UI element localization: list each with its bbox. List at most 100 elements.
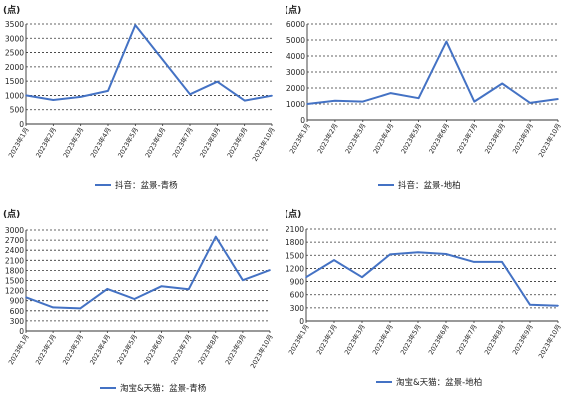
- data-point: [473, 261, 475, 263]
- chart-taobao-dibai: (点) 030060090012001500180021002023年1月202…: [286, 208, 563, 388]
- y-tick-label: 6000: [286, 20, 305, 29]
- data-point: [445, 40, 448, 43]
- data-point: [389, 253, 391, 256]
- data-point: [134, 24, 137, 26]
- x-tick-label: 2023年1月: [6, 126, 31, 160]
- y-tick-label: 3500: [5, 20, 24, 29]
- y-tick-label: 1500: [5, 77, 24, 86]
- data-point: [161, 58, 164, 61]
- x-tick-label: 2023年7月: [454, 323, 479, 357]
- x-tick-label: 2023年9月: [223, 333, 248, 367]
- x-tick-label: 2023年7月: [169, 333, 194, 367]
- data-point: [187, 288, 190, 291]
- data-point: [106, 288, 109, 290]
- y-tick-label: 900: [10, 297, 25, 306]
- data-point: [107, 90, 109, 92]
- legend-label: 抖音：盆景-青杨: [115, 180, 178, 191]
- x-tick-label: 2023年10月: [536, 323, 563, 360]
- data-point: [133, 298, 136, 300]
- data-point: [361, 100, 364, 103]
- x-tick-label: 2023年2月: [33, 333, 58, 367]
- y-tick-label: 600: [290, 291, 305, 300]
- data-point: [557, 304, 559, 307]
- data-point: [160, 285, 163, 288]
- chart-douyin-dibai: (点) 01000200030004000500060002023年1月2023…: [286, 4, 563, 191]
- y-tick-label: 2100: [5, 256, 24, 265]
- data-point: [271, 94, 273, 97]
- x-tick-label: 2023年1月: [287, 122, 312, 156]
- data-point: [79, 96, 82, 98]
- x-tick-label: 2023年3月: [342, 323, 367, 357]
- y-tick-label: 2000: [5, 63, 24, 72]
- y-tick-label: 1800: [286, 238, 304, 247]
- x-tick-label: 2023年5月: [115, 333, 140, 367]
- x-tick-label: 2023年6月: [426, 323, 451, 357]
- y-tick-label: 0: [299, 317, 304, 326]
- data-point: [25, 94, 27, 97]
- x-tick-label: 2023年2月: [33, 126, 58, 160]
- data-point: [334, 100, 336, 102]
- y-tick-label: 300: [290, 304, 305, 313]
- x-tick-label: 2023年10月: [248, 333, 275, 370]
- x-tick-label: 2023年5月: [399, 122, 424, 156]
- y-unit-label: (点): [286, 4, 301, 16]
- y-tick-label: 3000: [5, 34, 24, 43]
- data-point: [389, 92, 392, 94]
- x-tick-label: 2023年8月: [482, 323, 507, 357]
- x-tick-label: 2023年4月: [371, 121, 396, 155]
- y-tick-label: 0: [19, 120, 24, 129]
- x-tick-label: 2023年4月: [370, 323, 395, 357]
- y-tick-label: 900: [290, 278, 305, 287]
- data-point: [361, 276, 363, 278]
- data-point: [501, 82, 504, 85]
- y-tick-label: 1200: [286, 264, 304, 273]
- x-tick-label: 2023年2月: [315, 122, 340, 156]
- y-tick-label: 1800: [5, 266, 24, 275]
- data-point: [501, 261, 503, 263]
- y-tick-label: 300: [10, 317, 25, 326]
- data-point: [306, 103, 308, 105]
- y-tick-label: 2400: [5, 246, 24, 255]
- y-tick-label: 0: [300, 116, 305, 125]
- x-tick-label: 2023年6月: [143, 126, 168, 160]
- data-point: [529, 102, 531, 104]
- data-point: [333, 259, 335, 261]
- y-unit-label: (点): [3, 4, 20, 16]
- y-tick-label: 1500: [5, 277, 24, 286]
- y-tick-label: 600: [10, 307, 25, 316]
- data-point: [242, 279, 244, 281]
- data-point: [214, 235, 217, 238]
- data-point: [529, 303, 531, 306]
- y-tick-label: 2700: [5, 236, 24, 245]
- x-tick-label: 2023年7月: [170, 126, 195, 160]
- data-point: [79, 307, 82, 310]
- y-tick-label: 500: [10, 106, 25, 115]
- data-point: [25, 296, 27, 299]
- series-line: [25, 24, 273, 102]
- x-tick-label: 2023年1月: [286, 323, 311, 357]
- series-line: [306, 40, 559, 105]
- data-point: [52, 99, 55, 101]
- x-tick-label: 2023年8月: [197, 126, 222, 160]
- x-tick-label: 2023年6月: [427, 122, 452, 156]
- data-point: [445, 253, 447, 255]
- x-tick-label: 2023年7月: [454, 122, 479, 156]
- data-point: [243, 99, 246, 102]
- x-tick-label: 2023年3月: [60, 333, 85, 367]
- y-tick-label: 1500: [286, 251, 304, 260]
- x-tick-label: 2023年10月: [250, 126, 277, 163]
- legend-label: 抖音：盆景-地柏: [398, 180, 461, 191]
- x-tick-label: 2023年4月: [88, 126, 113, 160]
- y-tick-label: 4000: [286, 52, 305, 61]
- x-tick-label: 2023年5月: [115, 126, 140, 160]
- x-tick-label: 2023年1月: [6, 333, 31, 367]
- legend-label: 淘宝&天猫：盆景-地柏: [396, 377, 482, 388]
- y-tick-label: 3000: [286, 68, 305, 77]
- series-line: [305, 251, 559, 307]
- x-tick-label: 2023年2月: [314, 323, 339, 357]
- series-line: [25, 235, 271, 310]
- y-tick-label: 1200: [5, 287, 24, 296]
- y-tick-label: 3000: [5, 226, 24, 235]
